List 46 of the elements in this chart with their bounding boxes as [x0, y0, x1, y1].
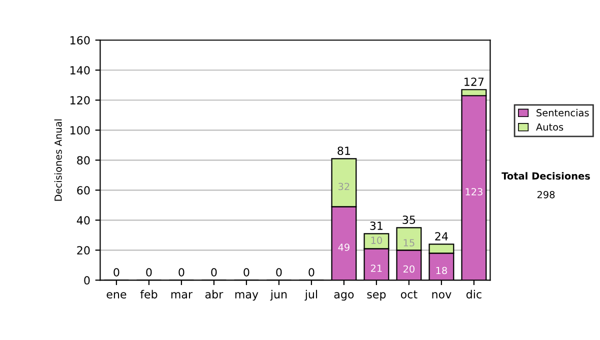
total-label: 0	[211, 268, 217, 277]
y-tick-label: 40	[76, 216, 90, 225]
data-label: 18	[436, 266, 447, 274]
total-label: 0	[276, 268, 282, 277]
x-tick-label: dic	[466, 290, 482, 298]
y-tick-label: 60	[77, 186, 90, 195]
data-label: 15	[404, 239, 414, 246]
data-label: 21	[370, 264, 382, 272]
data-label: 32	[338, 182, 350, 190]
total-label: 0	[146, 268, 152, 277]
x-tick-label: abr	[205, 290, 224, 298]
x-tick-label: ene	[106, 292, 126, 298]
total-label: 35	[402, 216, 416, 224]
y-tick-label: 140	[70, 66, 90, 75]
total-label: 24	[435, 232, 448, 240]
data-label: 49	[338, 244, 350, 251]
total-label: 81	[338, 146, 350, 155]
x-tick-label: feb	[140, 290, 158, 298]
total-label: 0	[178, 268, 184, 277]
text: Total Decisiones	[502, 172, 590, 180]
x-tick-label: ago	[334, 292, 354, 301]
data-label: 10	[371, 236, 382, 244]
y-tick-label: 160	[70, 36, 90, 44]
x-tick-label: sep	[367, 292, 386, 301]
legend-label: Autos	[536, 123, 564, 131]
total-label: 0	[244, 268, 250, 277]
data-label: 123	[466, 188, 482, 196]
total-label: 31	[370, 222, 382, 230]
x-tick-label: jun	[270, 290, 287, 301]
x-tick-label: mar	[171, 292, 193, 298]
y-tick-label: 80	[77, 156, 90, 165]
y-tick-label: 100	[70, 126, 90, 135]
y-axis-title: Decisiones Anual	[54, 119, 62, 201]
x-tick-label: jul	[304, 290, 318, 301]
total-label: 0	[308, 268, 314, 277]
y-tick-label: 120	[70, 96, 90, 105]
y-tick-label: 20	[77, 246, 90, 255]
x-tick-label: oct	[400, 290, 418, 298]
total-label: 127	[464, 78, 484, 86]
x-tick-label: nov	[432, 292, 452, 298]
data-label: 20	[403, 265, 414, 273]
y-tick-label: 0	[84, 276, 90, 285]
total-label: 0	[114, 268, 120, 277]
x-tick-label: may	[235, 292, 258, 301]
text: 298	[537, 190, 555, 198]
legend-label: Sentencias	[536, 108, 589, 116]
